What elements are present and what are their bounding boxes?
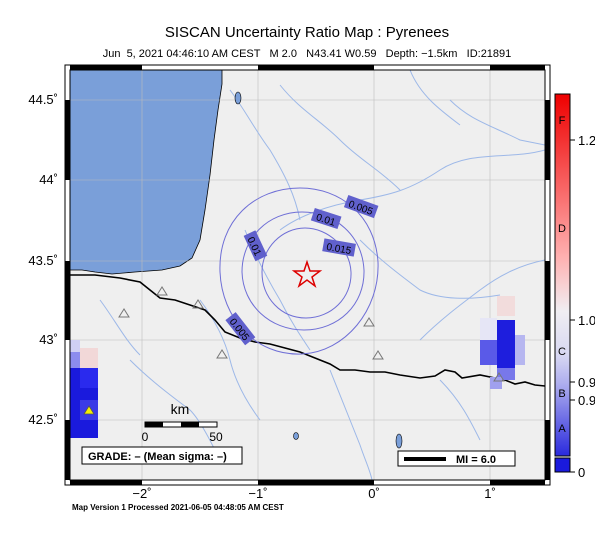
sea-area (70, 70, 223, 275)
mi-text: MI = 6.0 (456, 454, 496, 466)
lon-tick-label: −1˚ (248, 486, 267, 501)
stations (118, 286, 505, 382)
lat-tick-label: 44.5˚ (28, 92, 58, 107)
map-frame: 0.005 0.01 0.015 0.01 0.005 (70, 70, 545, 480)
map-border (64, 64, 551, 486)
triangle-icon (216, 349, 228, 359)
colorbar-grade: B (558, 388, 565, 400)
lake (293, 432, 299, 440)
triangle-icon (363, 317, 375, 327)
triangle-icon (118, 308, 130, 318)
lat-tick-label: 42.5˚ (28, 412, 58, 427)
colorbar-value: 0.9 (578, 375, 595, 390)
colorbar-bottom-swatch (554, 457, 571, 473)
contour-label: 0.015 (322, 238, 356, 257)
footer-text: Map Version 1 Processed 2021-06-05 04:48… (72, 503, 284, 512)
map-title: SISCAN Uncertainty Ratio Map : Pyrenees (165, 24, 449, 41)
colorbar-value: 1.0 (578, 313, 595, 328)
lake (395, 433, 403, 449)
colorbar-grade: C (558, 346, 566, 358)
lat-tick-label: 43.5˚ (28, 253, 58, 268)
colorbar-grade: F (559, 115, 566, 127)
uncertainty-cells-east (480, 296, 525, 389)
lon-tick-label: 0˚ (368, 486, 380, 501)
mi-box: MI = 6.0 (397, 450, 516, 467)
colorbar-value: 0.9 (578, 393, 595, 408)
scale-bar-tick: 0 (142, 430, 149, 444)
lon-tick-label: −2˚ (132, 486, 151, 501)
yellow-triangle-icon (83, 405, 95, 415)
colorbar-value: 0 (578, 465, 585, 480)
scale-bar-unit: km (171, 401, 190, 417)
triangle-icon (192, 299, 204, 309)
latitude-labels: 44.5˚ 44˚ 43.5˚ 43˚ 42.5˚ (28, 92, 58, 427)
star-icon (291, 259, 323, 289)
colorbar-grade: A (558, 423, 566, 435)
longitude-labels: −2˚ −1˚ 0˚ 1˚ (132, 486, 495, 501)
colorbar-value: 1.2 (578, 133, 595, 148)
grade-box: GRADE: – (Mean sigma: –) (81, 446, 243, 465)
graticule (70, 70, 545, 480)
scale-bar: km 0 50 (142, 401, 223, 444)
uncertainty-cells-west (70, 340, 98, 438)
lon-tick-label: 1˚ (484, 486, 496, 501)
triangle-icon (156, 286, 168, 296)
contour-label-text: 0.015 (325, 242, 352, 257)
colorbar-grade: D (558, 223, 566, 235)
colorbar-gradient (554, 93, 571, 457)
lake (234, 91, 242, 105)
scale-bar-tick: 50 (209, 430, 223, 444)
triangle-icon (493, 372, 505, 382)
map-subtitle: Jun 5, 2021 04:46:10 AM CEST M 2.0 N43.4… (103, 48, 512, 60)
lat-tick-label: 43˚ (39, 332, 58, 347)
lat-tick-label: 44˚ (39, 172, 58, 187)
country-border (70, 274, 545, 387)
triangle-icon (372, 350, 384, 360)
grade-text: GRADE: – (Mean sigma: –) (88, 451, 227, 463)
colorbar: F D C B A 1.2 1.0 0.9 0.9 0 (554, 93, 595, 480)
